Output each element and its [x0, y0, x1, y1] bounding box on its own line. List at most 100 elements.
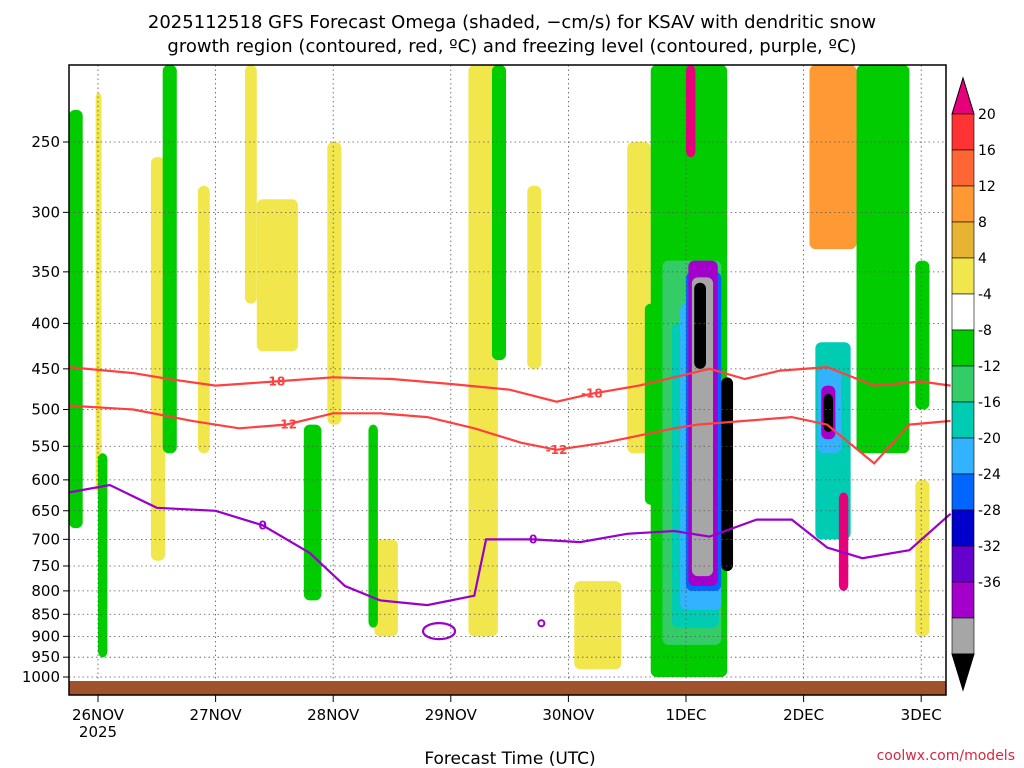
contour-label: 0	[258, 518, 266, 532]
x-tick-label: 3DEC	[901, 706, 942, 724]
omega-green-patch	[856, 65, 910, 454]
grid-lines	[69, 65, 946, 695]
colorbar-segment	[951, 257, 975, 295]
omega-magenta-core	[838, 492, 849, 591]
colorbar-segment	[951, 149, 975, 187]
y-tick-label: 850	[31, 605, 60, 623]
omega-yellow-patch	[95, 92, 102, 493]
colorbar-segment	[951, 509, 975, 547]
colorbar-segment	[951, 581, 975, 619]
omega-yellow-patch	[915, 479, 930, 637]
omega-green-patch	[915, 260, 930, 410]
plot-frame	[68, 64, 947, 696]
omega-yellow-patch	[527, 185, 542, 369]
colorbar-segment	[951, 329, 975, 367]
y-tick-label: 1000	[22, 668, 60, 686]
colorbar-label: 20	[978, 107, 996, 123]
y-tick-label: 750	[31, 557, 60, 575]
omega-yellow-patch	[327, 142, 342, 425]
contour-line--12	[68, 404, 951, 465]
terrain-ground-strip	[69, 681, 946, 695]
colorbar-arrow-bottom	[951, 653, 975, 692]
y-tick-label: 700	[31, 530, 60, 548]
omega-yellow-patch	[374, 539, 398, 637]
colorbar-segment	[951, 545, 975, 583]
colorbar-label: -8	[978, 323, 992, 339]
omega-yellow-patch	[574, 581, 622, 670]
omega-green-patch	[162, 65, 177, 454]
colorbar-label: 16	[978, 143, 996, 159]
omega-yellow-patch	[150, 157, 166, 561]
omega-shading	[69, 65, 930, 677]
contour-line-0	[68, 483, 952, 607]
colorbar-label: -36	[978, 575, 1001, 591]
colorbar-segment	[951, 617, 975, 655]
colorbar-label: -4	[978, 287, 992, 303]
colorbar-segment	[951, 293, 975, 331]
x-tick-label: 30NOV	[542, 706, 595, 724]
credit-text: coolwx.com/models	[877, 748, 1015, 764]
freezing-level-closed-loop	[421, 622, 457, 641]
omega-magenta-core	[686, 65, 696, 158]
contour-label: 0	[529, 532, 537, 546]
contour-label: -12	[275, 418, 297, 432]
colorbar-label: -24	[978, 467, 1001, 483]
omega-black-core	[694, 282, 706, 369]
omega-green-patch	[303, 424, 322, 601]
x-tick-label: 1DEC	[665, 706, 706, 724]
contour-label: -18	[581, 387, 603, 401]
omega-green-patch	[69, 109, 83, 529]
colorbar-label: -28	[978, 503, 1001, 519]
colorbar-segment	[951, 221, 975, 259]
omega-green-patch	[368, 424, 378, 628]
x-tick-label: 29NOV	[425, 706, 478, 724]
contour-label: -12	[546, 443, 568, 457]
colorbar-segment	[951, 437, 975, 475]
colorbar-label: -16	[978, 395, 1001, 411]
colorbar-label: 8	[978, 215, 987, 231]
colorbar-label: -20	[978, 431, 1001, 447]
omega-black-core	[823, 393, 833, 432]
y-tick-label: 900	[31, 627, 60, 645]
omega-yellow-patch	[256, 199, 298, 352]
omega-yellow-patch	[245, 65, 257, 304]
y-tick-label: 600	[31, 471, 60, 489]
y-tick-label: 300	[31, 203, 60, 221]
colorbar-segment	[951, 113, 975, 151]
omega-black-core	[721, 377, 734, 572]
chart-title-line1: 2025112518 GFS Forecast Omega (shaded, −…	[148, 12, 876, 33]
y-tick-label: 950	[31, 648, 60, 666]
y-tick-label: 350	[31, 263, 60, 281]
x-tick-label: 28NOV	[307, 706, 360, 724]
y-tick-label: 450	[31, 360, 60, 378]
temperature-contours: -18 -18 -12 -12 0 0	[68, 365, 952, 641]
omega-green-patch	[491, 65, 507, 361]
y-tick-label: 800	[31, 582, 60, 600]
omega-orange-region	[809, 65, 857, 250]
x-year-label: 2025	[79, 723, 117, 741]
colorbar-arrow-top	[951, 76, 975, 115]
colorbar-label: 4	[978, 251, 987, 267]
colorbar-label: -12	[978, 359, 1001, 375]
y-tick-label: 500	[31, 401, 60, 419]
y-axis-ticks: 250 300 350 400 450 500 550 600 650 700 750 800 850 9…	[22, 133, 69, 686]
contour-label: -18	[264, 374, 286, 388]
colorbar-label: 12	[978, 179, 996, 195]
y-tick-label: 250	[31, 133, 60, 151]
x-axis-ticks: 26NOV 27NOV 28NOV 29NOV 30NOV 1DEC 2DEC 3DEC 202…	[72, 695, 942, 741]
x-tick-label: 27NOV	[190, 706, 243, 724]
chart-title-line2: growth region (contoured, red, ºC) and f…	[167, 36, 856, 57]
colorbar: 20 16 12 8 4 -4 -8 -12 -16 -20 -24 -28 -32 -36	[951, 76, 1001, 692]
contour-line--18	[68, 365, 951, 403]
colorbar-segment	[951, 185, 975, 223]
x-tick-label: 26NOV	[72, 706, 125, 724]
omega-yellow-patch	[468, 65, 498, 637]
colorbar-segment	[951, 365, 975, 403]
y-tick-label: 650	[31, 502, 60, 520]
colorbar-segment	[951, 473, 975, 511]
y-tick-label: 400	[31, 314, 60, 332]
y-tick-label: 550	[31, 437, 60, 455]
omega-yellow-patch	[197, 185, 210, 454]
colorbar-segment	[951, 401, 975, 439]
